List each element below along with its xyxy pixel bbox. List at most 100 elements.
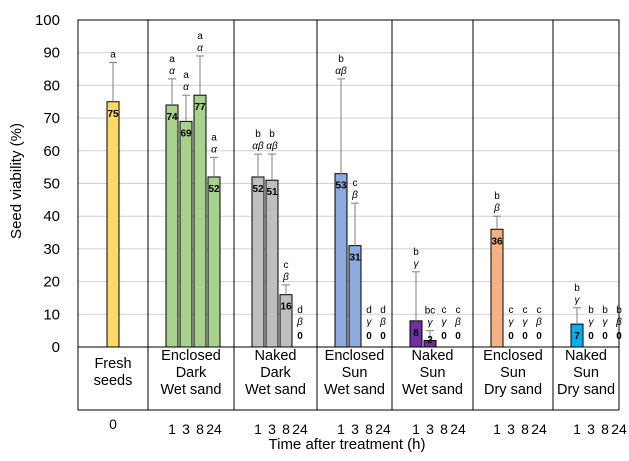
group-label: Enclosed	[325, 348, 385, 364]
x-tick-label: 24	[611, 421, 627, 437]
data-label: 2	[427, 335, 433, 346]
latin-letter-label: c	[523, 305, 528, 316]
latin-letter-label: b	[413, 247, 419, 258]
data-label: 0	[602, 331, 608, 342]
bar	[334, 173, 348, 348]
greek-letter-label: αβ	[335, 66, 347, 77]
data-label: 7	[574, 331, 580, 342]
x-tick-label: 8	[365, 421, 373, 437]
group-label: Sun	[573, 365, 599, 381]
latin-letter-label: a	[197, 31, 203, 42]
group-label: Naked	[255, 348, 297, 364]
x-tick-label: 8	[601, 421, 609, 437]
data-label: 74	[166, 112, 178, 123]
group-label: Fresh	[94, 356, 131, 372]
x-tick-label: 1	[573, 421, 581, 437]
greek-letter-label: γ	[428, 318, 434, 329]
data-label: 0	[588, 331, 594, 342]
data-label: 0	[380, 331, 386, 342]
data-label: 0	[441, 331, 447, 342]
group-label: Enclosed	[161, 348, 221, 364]
latin-letter-label: c	[456, 305, 461, 316]
y-tick-label: 70	[43, 110, 60, 127]
y-tick-label: 100	[35, 12, 60, 29]
bar	[179, 120, 193, 348]
x-axis-title: Time after treatment (h)	[269, 436, 426, 453]
y-tick-label: 30	[43, 241, 60, 258]
bar	[207, 176, 221, 348]
x-tick-label: 24	[450, 421, 466, 437]
greek-letter-label: γ	[589, 317, 595, 328]
x-tick-label: 8	[282, 421, 290, 437]
latin-letter-label: d	[380, 305, 386, 316]
data-label: 0	[297, 331, 303, 342]
y-tick-label: 80	[43, 77, 60, 94]
latin-letter-label: d	[297, 305, 303, 316]
y-tick-label: 60	[43, 143, 60, 160]
data-label: 16	[280, 302, 292, 313]
x-tick-label: 3	[182, 421, 190, 437]
data-label: 52	[208, 184, 220, 195]
latin-letter-label: b	[616, 305, 622, 316]
x-tick-label: 8	[440, 421, 448, 437]
y-axis-title: Seed viability (%)	[8, 123, 25, 239]
bar	[251, 176, 265, 348]
greek-letter-label: γ	[575, 295, 581, 306]
latin-letter-label: b	[588, 305, 594, 316]
greek-letter-label: α	[183, 82, 189, 93]
greek-letter-label: γ	[442, 317, 448, 328]
data-label: 53	[335, 181, 347, 192]
bar	[106, 101, 120, 348]
latin-letter-label: a	[183, 70, 189, 81]
latin-letter-label: c	[509, 305, 514, 316]
group-label: Naked	[412, 348, 454, 364]
latin-letter-label: b	[255, 129, 261, 140]
bar	[193, 94, 207, 348]
greek-letter-label: γ	[603, 317, 609, 328]
group-label: Sun	[342, 365, 368, 381]
x-tick-label: 3	[351, 421, 359, 437]
x-tick-label: 24	[375, 421, 391, 437]
data-label: 69	[180, 128, 192, 139]
data-label: 77	[194, 102, 206, 113]
x-tick-label: 1	[254, 421, 262, 437]
y-tick-label: 50	[43, 176, 60, 193]
latin-letter-label: b	[338, 54, 344, 65]
data-label: 8	[413, 328, 419, 339]
x-tick-label: 3	[426, 421, 434, 437]
greek-letter-label: β	[493, 203, 500, 214]
latin-letter-label: c	[284, 260, 289, 271]
y-tick-label: 0	[52, 339, 60, 356]
latin-letter-label: b	[494, 191, 500, 202]
y-tick-label: 10	[43, 306, 60, 323]
y-tick-label: 20	[43, 274, 60, 291]
greek-letter-label: β	[615, 317, 622, 328]
x-tick-label: 8	[196, 421, 204, 437]
bars	[106, 55, 584, 348]
bar	[265, 179, 279, 348]
latin-letter-label: a	[110, 50, 116, 61]
greek-letter-label: γ	[509, 317, 515, 328]
greek-letter-label: α	[197, 43, 203, 54]
greek-letter-label: β	[282, 272, 289, 283]
greek-letter-label: β	[296, 317, 303, 328]
latin-letter-label: b	[602, 305, 608, 316]
group-label: Sun	[500, 365, 526, 381]
data-label: 51	[266, 187, 278, 198]
x-tick-label: 0	[109, 416, 117, 432]
group-label: Dark	[176, 365, 207, 381]
x-tick-label: 1	[493, 421, 501, 437]
greek-letter-label: β	[535, 317, 542, 328]
data-label: 0	[616, 331, 622, 342]
x-tick-label: 1	[412, 421, 420, 437]
x-tick-label: 1	[168, 421, 176, 437]
group-label: Wet sand	[324, 382, 385, 398]
data-label: 0	[455, 331, 461, 342]
data-label: 0	[366, 331, 372, 342]
x-tick-label: 3	[587, 421, 595, 437]
greek-letter-label: β	[351, 190, 358, 201]
group-label: Sun	[420, 365, 446, 381]
group-label: Dry sand	[557, 382, 615, 398]
greek-letter-label: γ	[523, 317, 529, 328]
